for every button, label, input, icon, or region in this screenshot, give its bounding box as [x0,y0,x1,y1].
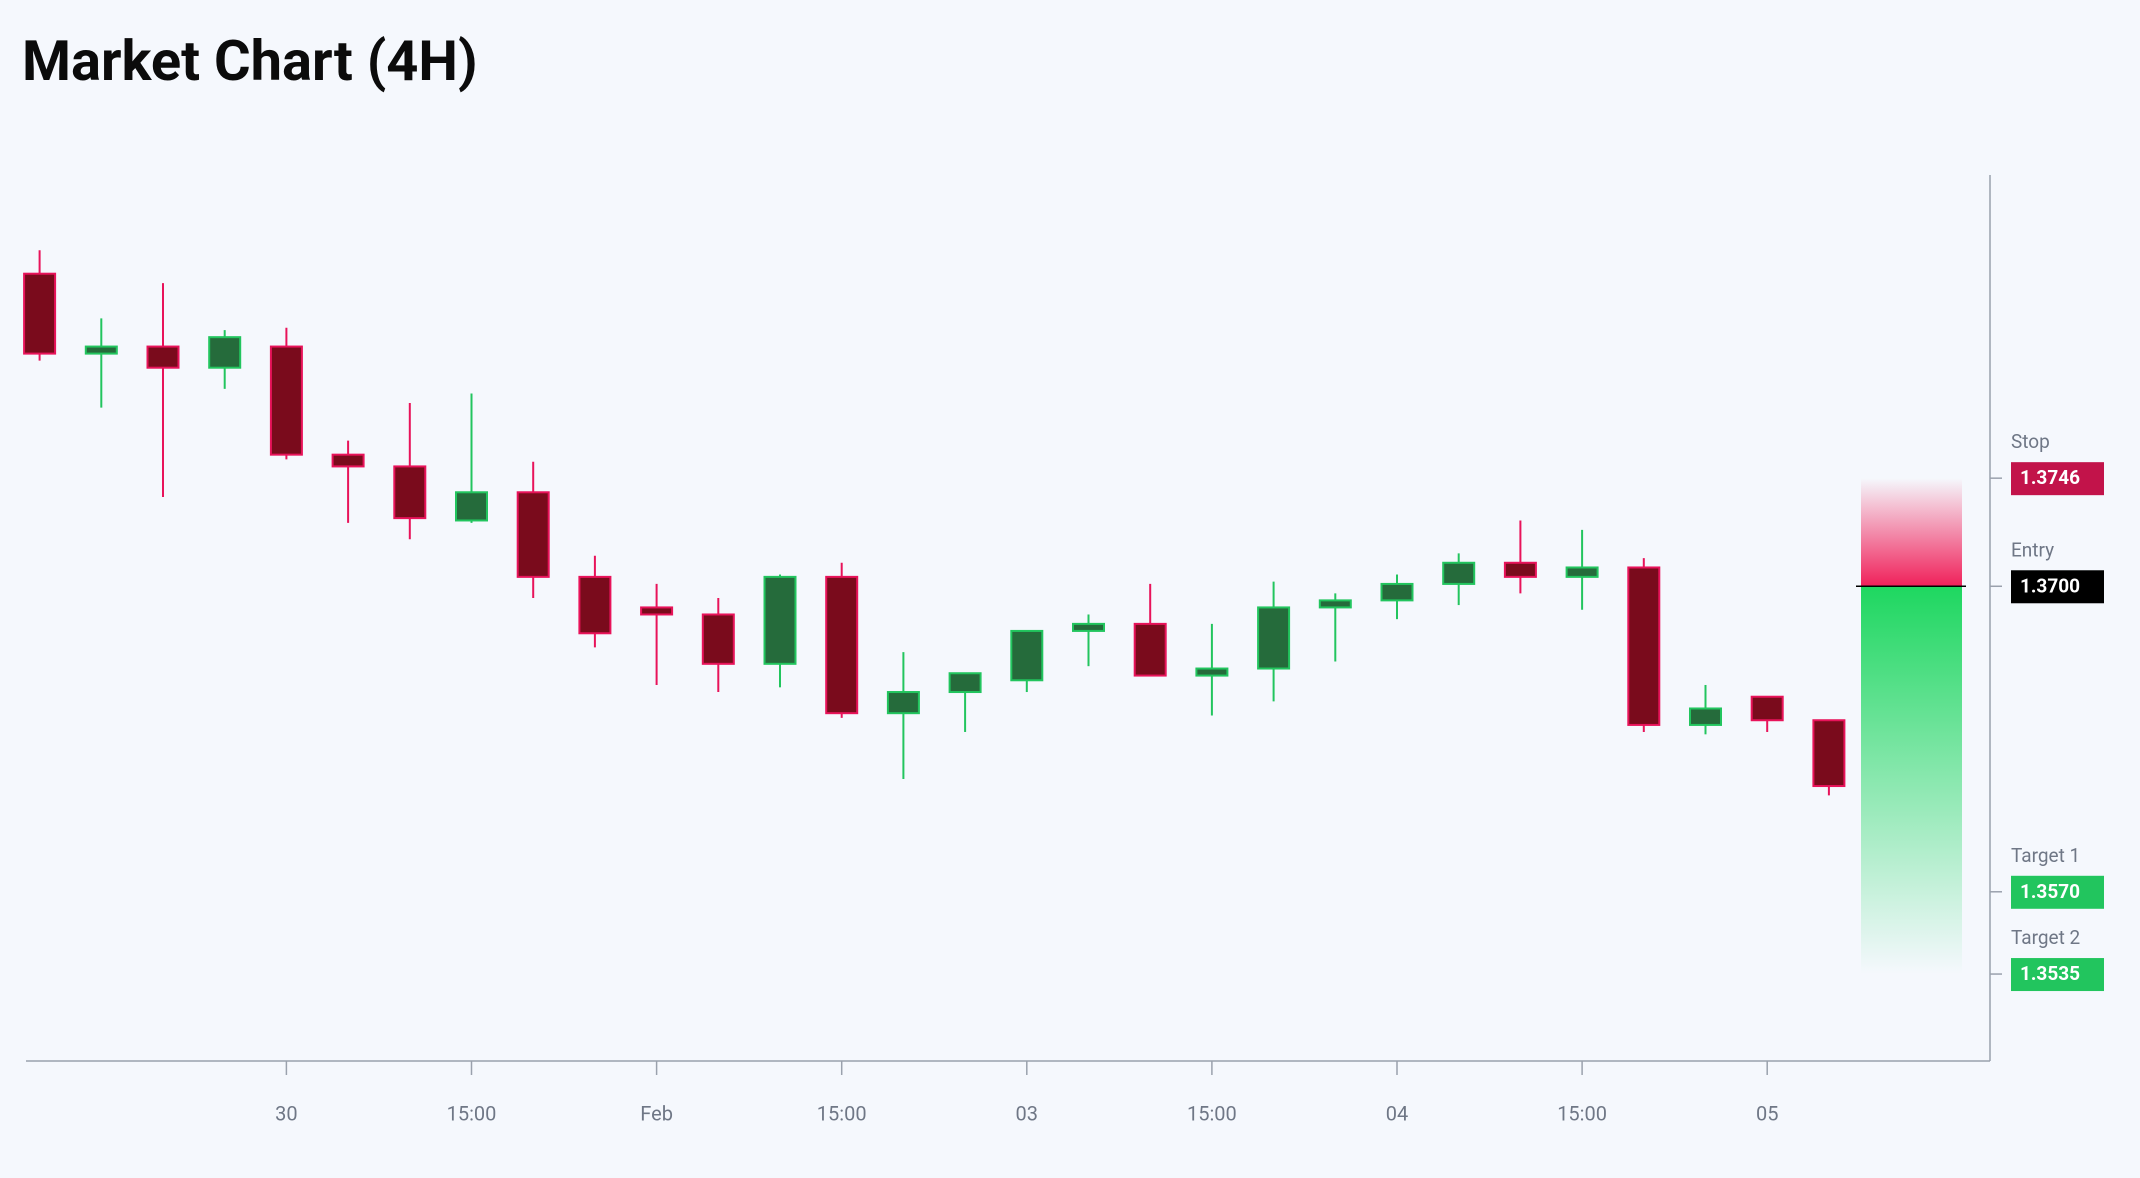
candle-body [1133,622,1167,677]
stop-zone [1861,478,1962,587]
candle-body [208,336,242,369]
candle-body [1689,707,1722,726]
level-badge [2011,958,2104,992]
candle-body [393,465,427,520]
level-name: Stop [2011,430,2050,453]
candle-body [948,672,982,694]
level-value: 1.3570 [2020,880,2080,903]
candle-body [1812,719,1846,788]
x-tick-label: 15:00 [447,1101,497,1125]
candle-body [23,272,57,355]
level-name: Target 2 [2011,926,2080,949]
level-name: Entry [2011,538,2054,561]
candle-body [1750,695,1784,722]
x-tick-label: 30 [275,1101,297,1125]
chart-title: Market Chart (4H) [22,28,478,94]
candle-body [1072,622,1105,632]
candle-body [331,453,365,468]
level-badge [2011,462,2104,496]
candle-body [1442,561,1476,585]
candle-body [1195,667,1229,677]
candle-body [763,575,797,665]
target-zone [1861,586,1962,975]
candle-body [455,491,488,522]
candle-body [1318,599,1352,609]
candle-body [1627,566,1661,726]
candle-body [1503,561,1537,578]
x-tick-label: 15:00 [1557,1101,1607,1125]
level-name: Target 1 [2011,844,2080,867]
candle-body [1565,566,1599,578]
x-tick-label: 05 [1756,1101,1778,1125]
x-tick-label: 04 [1386,1101,1408,1125]
candle-body [640,606,674,616]
x-tick-label: 15:00 [817,1101,867,1125]
candle-body [1010,629,1044,682]
candle-body [701,613,735,665]
x-tick-label: 03 [1016,1101,1038,1125]
level-value: 1.3746 [2020,466,2080,489]
candle-body [84,345,118,355]
x-tick-label: Feb [640,1101,673,1125]
candle-body [886,691,920,715]
x-tick-label: 15:00 [1187,1101,1237,1125]
candle-body [1257,606,1291,670]
candle-body [578,575,612,635]
level-badge [2011,875,2104,909]
candle-body [825,575,859,715]
level-value: 1.3535 [2020,962,2080,985]
candle-body [516,491,550,578]
candle-body [1380,582,1414,602]
candle-body [146,345,180,369]
level-badge [2011,570,2104,604]
level-value: 1.3700 [2020,574,2080,597]
candle-body [269,345,303,456]
